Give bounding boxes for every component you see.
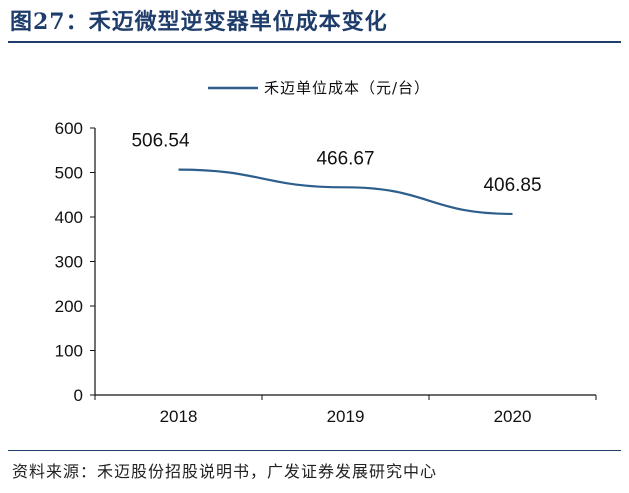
line-chart: 禾迈单位成本（元/台） 0 100 200 300 400 500 600 2018 2019… <box>55 79 597 426</box>
data-label: 506.54 <box>131 131 190 152</box>
plot-area: 0 100 200 300 400 500 600 2018 2019 2020 506.54 4… <box>55 119 597 426</box>
x-tick-label: 2018 <box>160 407 198 426</box>
y-tick-label: 300 <box>55 253 83 272</box>
data-label: 406.85 <box>483 175 541 196</box>
x-tick-label: 2019 <box>327 407 365 426</box>
data-labels: 506.54 466.67 406.85 <box>131 131 541 196</box>
y-tick-label: 400 <box>55 208 83 227</box>
legend: 禾迈单位成本（元/台） <box>208 79 430 97</box>
y-tick-label: 100 <box>55 342 83 361</box>
legend-label: 禾迈单位成本（元/台） <box>264 79 430 97</box>
figure-title: 图27：禾迈微型逆变器单位成本变化 <box>10 9 388 35</box>
x-tick-label: 2020 <box>494 407 532 426</box>
y-tick-label: 500 <box>55 164 83 183</box>
series-line <box>178 168 513 216</box>
y-tick-label: 200 <box>55 297 83 316</box>
title-divider <box>8 41 621 43</box>
y-tick-label: 0 <box>74 386 83 405</box>
y-ticks: 0 100 200 300 400 500 600 <box>55 119 95 405</box>
source-note: 资料来源：禾迈股份招股说明书，广发证券发展研究中心 <box>12 462 438 481</box>
y-tick-label: 600 <box>55 119 83 138</box>
x-ticks: 2018 2019 2020 <box>94 395 597 426</box>
footer-divider <box>8 450 621 451</box>
data-label: 466.67 <box>316 148 374 169</box>
